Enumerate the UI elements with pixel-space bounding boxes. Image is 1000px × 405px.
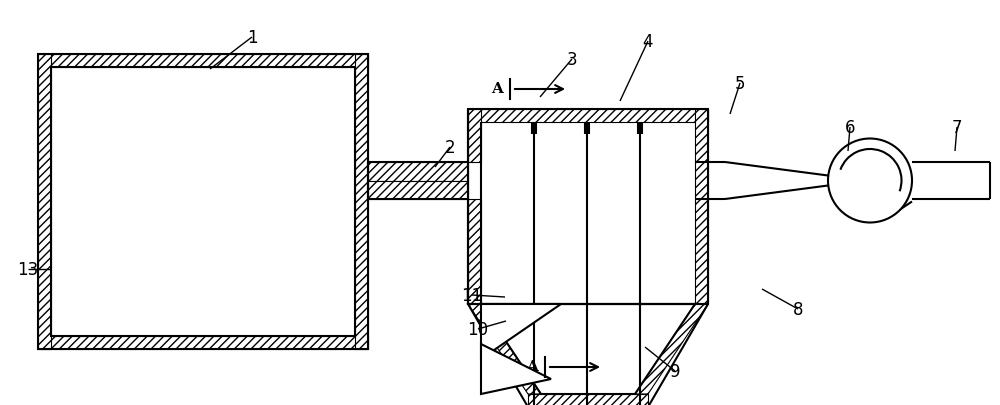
Text: 4: 4 <box>643 33 653 51</box>
Text: 5: 5 <box>735 75 745 93</box>
Polygon shape <box>481 344 551 394</box>
Polygon shape <box>635 304 708 394</box>
Bar <box>38 336 368 349</box>
Text: A: A <box>491 82 503 96</box>
Bar <box>355 55 368 349</box>
Bar <box>51 68 355 336</box>
Polygon shape <box>481 304 695 394</box>
Bar <box>481 123 695 304</box>
Bar <box>468 110 708 304</box>
Text: 9: 9 <box>670 362 680 380</box>
Bar <box>51 68 355 336</box>
Bar <box>368 162 468 181</box>
Text: 8: 8 <box>793 300 803 318</box>
Bar <box>695 110 708 304</box>
Bar <box>38 55 368 349</box>
Polygon shape <box>481 304 561 359</box>
Text: 3: 3 <box>567 51 577 69</box>
Bar <box>38 55 51 349</box>
Text: 1: 1 <box>247 29 257 47</box>
Text: 13: 13 <box>17 260 39 278</box>
Bar <box>528 394 648 405</box>
Text: A: A <box>526 359 538 373</box>
Circle shape <box>828 139 912 223</box>
Polygon shape <box>468 304 541 394</box>
Bar <box>468 110 708 123</box>
Bar <box>368 181 468 200</box>
Text: 10: 10 <box>467 320 489 338</box>
Bar <box>368 162 468 200</box>
Bar <box>38 55 368 68</box>
Text: 2: 2 <box>445 139 455 157</box>
Bar <box>468 200 481 304</box>
Text: 6: 6 <box>845 119 855 136</box>
Text: 11: 11 <box>461 286 483 304</box>
Bar <box>468 110 481 162</box>
Text: 7: 7 <box>952 119 962 136</box>
